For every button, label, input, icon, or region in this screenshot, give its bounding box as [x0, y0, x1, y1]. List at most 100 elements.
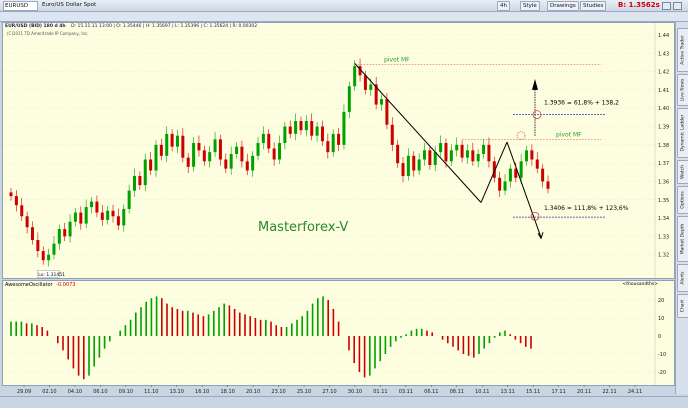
candle-body: [25, 216, 29, 228]
oscillator-chart: -20 -10 0 10 20: [3, 281, 666, 385]
candle-body: [229, 154, 233, 169]
target-up-circle: [532, 110, 542, 119]
sidebar-tab-market-depth[interactable]: Market Depth: [677, 216, 688, 262]
price-tick-label: 1.37: [658, 161, 669, 167]
symbol-input[interactable]: EURUSD: [3, 1, 38, 11]
candle-body: [449, 150, 453, 162]
sidebar-tab-live-news[interactable]: Live News: [677, 74, 688, 106]
candle-body: [508, 168, 512, 182]
candle-body: [546, 181, 550, 189]
candle-body: [68, 221, 72, 237]
chart-controls-bar: [0, 12, 688, 22]
price-tick-label: 1.44: [658, 33, 669, 39]
tab-studies[interactable]: Studies: [580, 1, 607, 11]
time-tick-label: 15.11: [526, 389, 540, 395]
price-tick-label: 1.39: [658, 125, 669, 131]
candle-body: [401, 163, 405, 176]
candle-body: [347, 86, 351, 112]
candle-body: [331, 133, 335, 153]
watermark-text: Masterforex-V: [258, 220, 348, 235]
time-tick-label: 30.10: [348, 389, 362, 395]
price-tick-label: 1.42: [658, 70, 669, 76]
candle-body: [165, 133, 169, 156]
candle-body: [138, 175, 142, 186]
time-tick-label: 20.11: [577, 389, 591, 395]
tab-style[interactable]: Style: [520, 1, 540, 11]
arrow-up-icon: [532, 78, 538, 90]
time-tick-label: 25.10: [297, 389, 311, 395]
candle-body: [530, 150, 534, 160]
candle-body: [310, 121, 314, 136]
candle-body: [79, 212, 83, 224]
pivot-label-lower: pivot MF: [556, 131, 582, 138]
candle-body: [116, 216, 120, 226]
candle-body: [444, 143, 448, 162]
candle-body: [385, 99, 389, 125]
close-icon[interactable]: [673, 2, 682, 10]
trendline-projection: [506, 141, 542, 238]
time-tick-label: 29.09: [17, 389, 31, 395]
candle-body: [535, 159, 539, 169]
candle-body: [363, 75, 367, 90]
candle-body: [106, 210, 110, 220]
time-tick-label: 16.10: [195, 389, 209, 395]
price-tick-label: 1.33: [658, 234, 669, 240]
time-tick-label: 01.11: [373, 389, 387, 395]
candle-body: [519, 161, 523, 178]
sidebar-tab-label: Chart: [680, 299, 686, 313]
candle-body: [245, 161, 249, 171]
symbol-description: Euro/US Dollar Spot: [42, 2, 97, 8]
time-tick-label: 27.10: [322, 389, 336, 395]
trendline-up: [480, 141, 508, 203]
candle-body: [294, 121, 298, 134]
candle-body: [422, 150, 426, 160]
candle-body: [73, 212, 77, 222]
tab-drawings[interactable]: Drawings: [547, 1, 579, 11]
time-tick-label: 24.11: [628, 389, 642, 395]
target-up-label: 1.3936 = 61,8% + 138,2: [544, 100, 619, 107]
candle-body: [304, 121, 308, 131]
candle-body: [337, 133, 341, 145]
candle-body: [202, 150, 206, 162]
time-tick-label: 23.10: [271, 389, 285, 395]
candle-body: [417, 159, 421, 171]
candle-body: [213, 139, 217, 153]
candle-body: [57, 229, 61, 244]
candle-body: [374, 84, 378, 105]
candle-body: [9, 192, 13, 197]
candle-body: [261, 133, 265, 144]
minimize-icon[interactable]: [662, 2, 671, 10]
sidebar-tab-label: Live News: [680, 78, 686, 102]
candle-body: [208, 152, 212, 162]
candle-body: [283, 126, 287, 144]
candle-body: [175, 135, 179, 147]
trendline-down: [354, 63, 482, 203]
sidebar-tab-active-trader[interactable]: Active Trader: [677, 28, 688, 72]
candle-body: [503, 181, 507, 191]
time-tick-label: 17.11: [551, 389, 565, 395]
time-tick-label: 22.11: [602, 389, 616, 395]
candle-body: [288, 126, 292, 134]
oscillator-panel: -20 -10 0 10 20 AwesomeOscillator -0.0073 <t…: [2, 280, 675, 386]
candle-body: [390, 124, 394, 145]
candle-body: [84, 207, 88, 224]
sidebar-tab-label: Market Depth: [680, 223, 686, 255]
candle-body: [465, 150, 469, 158]
candle-body: [476, 154, 480, 162]
sidebar-tab-chart[interactable]: Chart: [677, 294, 688, 318]
sidebar-tab-watch[interactable]: Watch: [677, 160, 688, 184]
sidebar-tab-options[interactable]: Options: [677, 186, 688, 214]
sidebar-tab-label: Watch: [680, 164, 686, 180]
candle-body: [197, 143, 201, 151]
target-down-label: 1.3406 = 111,8% + 123,6%: [544, 205, 629, 212]
time-tick-label: 04.10: [68, 389, 82, 395]
time-tick-label: 10.11: [475, 389, 489, 395]
candle-body: [181, 135, 185, 158]
candle-body: [326, 141, 330, 153]
candle-body: [224, 159, 228, 169]
sidebar-tab-dynamic-ladder[interactable]: Dynamic Ladder: [677, 108, 688, 158]
sidebar-tab-label: Dynamic Ladder: [680, 114, 686, 152]
tab-timeframe[interactable]: 4h: [497, 1, 510, 11]
sidebar-tab-alerts[interactable]: Alerts: [677, 264, 688, 292]
price-tick-label: 1.40: [658, 106, 669, 112]
